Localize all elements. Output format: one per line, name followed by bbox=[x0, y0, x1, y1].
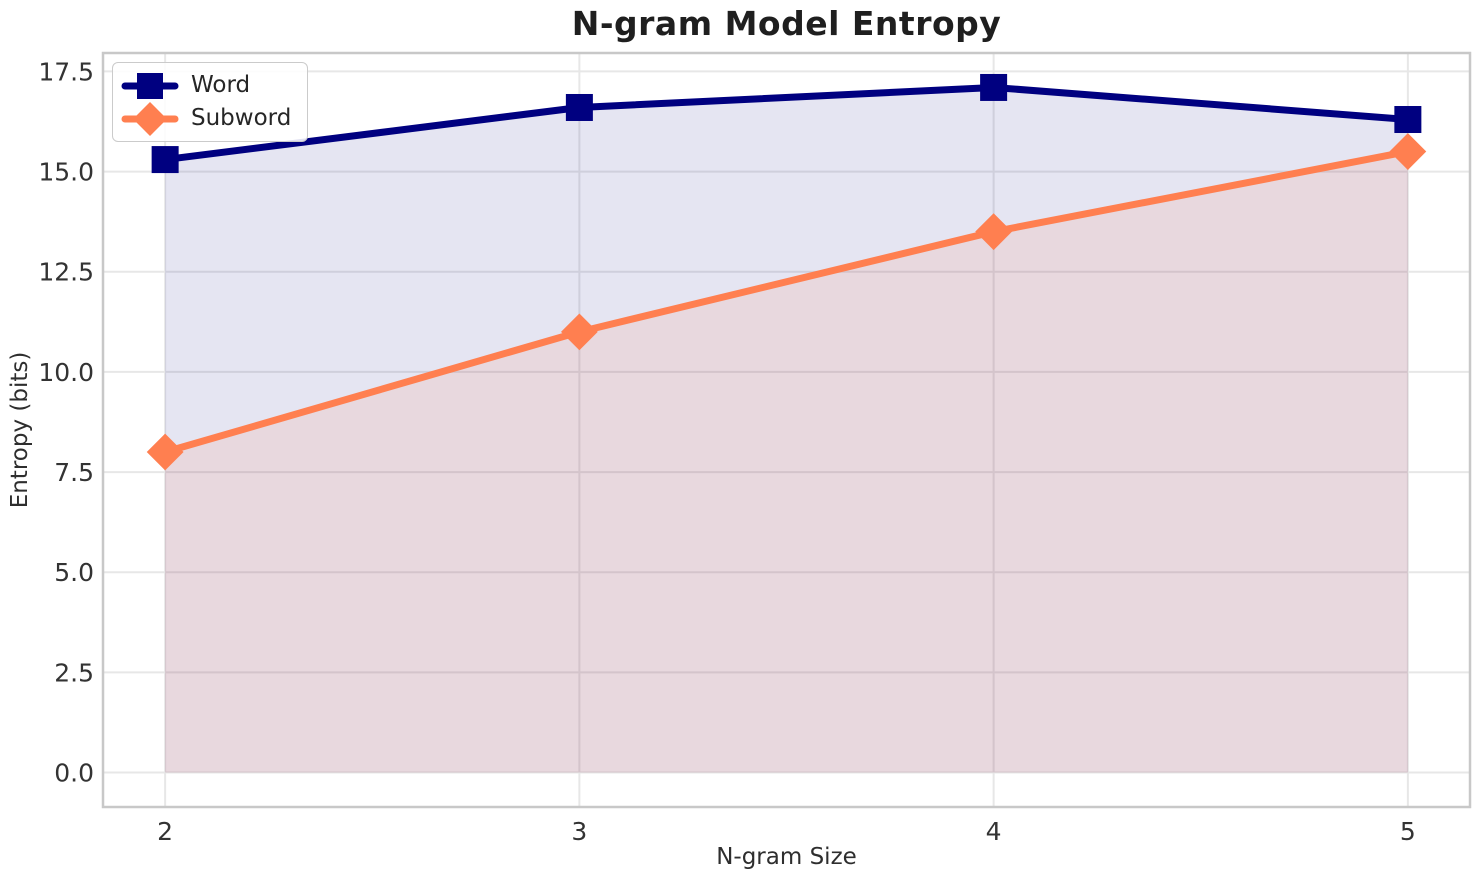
y-tick-label-5.0: 5.0 bbox=[54, 558, 94, 587]
x-axis-label: N-gram Size bbox=[716, 844, 857, 870]
word-marker-x3 bbox=[565, 93, 593, 121]
y-tick-label-0.0: 0.0 bbox=[54, 759, 94, 788]
legend-item-word: Word bbox=[121, 70, 291, 101]
x-tick-label-4: 4 bbox=[986, 817, 1002, 846]
legend-label-word: Word bbox=[191, 72, 251, 98]
subword-area-fill bbox=[165, 151, 1408, 773]
subword-marker-x2 bbox=[146, 433, 184, 471]
x-tick-label-2: 2 bbox=[157, 817, 173, 846]
word-marker-x4 bbox=[980, 73, 1008, 101]
word-marker-x5 bbox=[1394, 106, 1422, 134]
y-tick-label-2.5: 2.5 bbox=[54, 658, 94, 687]
word-area-fill bbox=[165, 87, 1408, 773]
subword-marker-x3 bbox=[560, 313, 598, 351]
y-tick-label-17.5: 17.5 bbox=[38, 57, 94, 86]
y-tick-label-10.0: 10.0 bbox=[38, 358, 94, 387]
diamond-marker-icon bbox=[121, 101, 179, 136]
y-axis-label: Entropy (bits) bbox=[7, 351, 33, 509]
x-tick-label-5: 5 bbox=[1400, 817, 1416, 846]
subword-series-line bbox=[164, 148, 1409, 456]
legend-label-subword: Subword bbox=[191, 105, 292, 131]
plot-spine bbox=[101, 51, 1472, 809]
word-marker-x2 bbox=[151, 146, 179, 174]
square-marker-icon bbox=[121, 72, 179, 99]
x-tick-label-3: 3 bbox=[571, 817, 587, 846]
y-tick-label-15.0: 15.0 bbox=[38, 158, 94, 187]
y-tick-label-7.5: 7.5 bbox=[54, 458, 94, 487]
legend-item-subword: Subword bbox=[121, 101, 292, 136]
subword-marker-x4 bbox=[975, 213, 1013, 251]
word-series-line bbox=[164, 83, 1409, 164]
y-tick-label-12.5: 12.5 bbox=[38, 258, 94, 287]
subword-marker-x5 bbox=[1389, 133, 1427, 170]
legend: Word Subword bbox=[112, 62, 309, 142]
chart-title: N-gram Model Entropy bbox=[571, 4, 1002, 43]
